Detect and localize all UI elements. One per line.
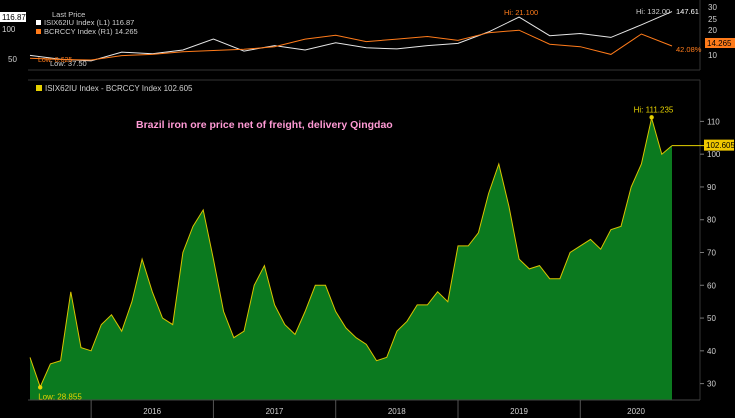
low-marker (37, 385, 43, 390)
y-tick-label: 60 (707, 281, 716, 290)
bottom-legend-text: ISIX62IU Index - BCRCCY Index 102.605 (45, 84, 193, 93)
top-low-white-label: Low: 37.50 (50, 59, 87, 68)
y-tick-label: 50 (707, 314, 716, 323)
bottom-panel: ISIX62IU Index - BCRCCY Index 102.605 Br… (28, 79, 735, 418)
top-right-last-badge-text: 14.265 (707, 39, 732, 48)
area-series-line (29, 117, 673, 389)
low-label: Low: 28.855 (38, 392, 82, 401)
top-orange-series-line (29, 29, 673, 61)
x-tick-label: 2020 (627, 407, 645, 416)
hi-label: Hi: 111.235 (634, 105, 674, 114)
top-legend-swatch-white (36, 20, 41, 25)
top-panel: 100 50 116.87 30 25 20 15 10 14.265 Last… (0, 0, 735, 71)
top-hi-orange-label: Hi: 21.100 (504, 8, 538, 17)
top-left-last-badge (0, 12, 26, 22)
y-tick-label: 90 (707, 183, 716, 192)
y-tick-label: 110 (707, 117, 720, 126)
y-tick-label: 30 (707, 380, 716, 389)
top-left-last-badge-text: 116.87 (2, 13, 26, 22)
top-legend-item-orange: BCRCCY Index (R1) 14.265 (44, 27, 138, 36)
y-tick-label: 100 (707, 150, 721, 159)
last-value-badge-text: 102.605 (706, 141, 735, 150)
top-white-series-line (29, 11, 673, 62)
area-fill (30, 118, 672, 400)
bottom-legend-swatch (36, 85, 42, 91)
y-tick-label: 70 (707, 249, 716, 258)
x-tick-label: 2018 (388, 407, 406, 416)
top-left-tick-50: 50 (8, 55, 17, 64)
chart-title: Brazil iron ore price net of freight, de… (136, 119, 393, 131)
y-tick-label: 80 (707, 216, 716, 225)
top-right-tick-30: 30 (708, 3, 717, 12)
x-axis-labels: 2016 2017 2018 2019 2020 (28, 399, 700, 418)
top-hi-white-top-label: 147.61 (676, 7, 699, 16)
top-right-tick-10: 10 (708, 51, 717, 60)
x-tick-label: 2016 (143, 407, 161, 416)
top-legend-item-white: ISIX62IU Index (L1) 116.87 (44, 18, 134, 27)
top-pct-label: 42.08% (676, 45, 702, 54)
top-left-tick-100: 100 (2, 25, 16, 34)
top-legend-swatch-orange (36, 29, 41, 34)
top-hi-white-label: Hi: 132.00 (636, 7, 670, 16)
x-tick-label: 2019 (510, 407, 528, 416)
last-value-badge (704, 139, 734, 151)
top-low-orange-label: Low: 8.625 (38, 57, 72, 64)
hi-marker (649, 115, 654, 120)
top-right-tick-25: 25 (708, 15, 717, 24)
y-axis-ticks: 110 100 90 80 70 60 50 40 30 (700, 117, 721, 389)
x-tick-label: 2017 (266, 407, 284, 416)
top-right-tick-20: 20 (708, 26, 717, 35)
top-legend-title: Last Price (52, 10, 85, 19)
y-tick-label: 40 (707, 347, 716, 356)
top-right-last-badge (705, 38, 735, 48)
